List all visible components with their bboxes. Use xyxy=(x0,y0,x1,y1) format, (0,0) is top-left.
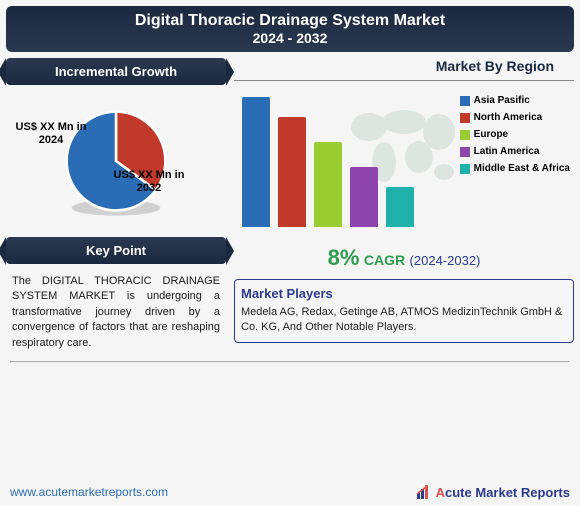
cagr-label: CAGR xyxy=(364,252,405,268)
right-column: Market By Region Asia Pasific North Ameri… xyxy=(234,58,574,355)
footer-divider xyxy=(10,361,570,363)
legend-swatch xyxy=(460,147,470,157)
logo-icon xyxy=(416,484,432,500)
legend-item: Europe xyxy=(460,129,570,140)
logo: Acute Market Reports xyxy=(416,484,570,500)
cagr-value: 8% xyxy=(328,245,360,270)
bar xyxy=(242,97,270,227)
bar xyxy=(314,142,342,227)
legend-swatch xyxy=(460,130,470,140)
legend: Asia Pasific North America Europe Latin Ame… xyxy=(460,95,570,174)
legend-swatch xyxy=(460,113,470,123)
players-title: Market Players xyxy=(241,286,567,301)
legend-label: Asia Pasific xyxy=(474,95,530,106)
incremental-banner: Incremental Growth xyxy=(6,58,226,85)
players-box: Market Players Medela AG, Redax, Getinge… xyxy=(234,279,574,343)
period-subtitle: 2024 - 2032 xyxy=(6,30,574,46)
legend-swatch xyxy=(460,96,470,106)
legend-item: North America xyxy=(460,112,570,123)
keypoint-banner: Key Point xyxy=(6,237,226,264)
bar xyxy=(386,187,414,227)
logo-text-first: A xyxy=(436,485,445,500)
left-column: Incremental Growth US$ XX Mn in 2024US$ … xyxy=(6,58,226,355)
logo-text-rest: cute Market Reports xyxy=(445,485,570,500)
legend-item: Asia Pasific xyxy=(460,95,570,106)
cagr-row: 8% CAGR (2024-2032) xyxy=(234,245,574,271)
legend-label: Latin America xyxy=(474,146,540,157)
legend-label: Europe xyxy=(474,129,508,140)
footer-url: www.acutemarketreports.com xyxy=(10,485,168,499)
cagr-period: (2024-2032) xyxy=(410,253,481,268)
bar xyxy=(278,117,306,227)
footer: www.acutemarketreports.com Acute Market … xyxy=(0,484,580,500)
pie-chart xyxy=(51,96,181,226)
divider xyxy=(234,80,574,81)
bar-chart-area: Asia Pasific North America Europe Latin Ame… xyxy=(234,87,574,237)
players-text: Medela AG, Redax, Getinge AB, ATMOS Medi… xyxy=(241,305,567,336)
pie-slice-label: US$ XX Mn in 2024 xyxy=(6,121,96,147)
legend-item: Middle East & Africa xyxy=(460,163,570,174)
legend-label: Middle East & Africa xyxy=(474,163,570,174)
header: Digital Thoracic Drainage System Market … xyxy=(6,6,574,52)
pie-chart-area: US$ XX Mn in 2024 US$ XX Mn in 2032 xyxy=(6,91,226,231)
legend-item: Latin America xyxy=(460,146,570,157)
keypoint-text: The DIGITAL THORACIC DRAINAGE SYSTEM MAR… xyxy=(6,270,226,355)
legend-swatch xyxy=(460,164,470,174)
bar xyxy=(350,167,378,227)
content-area: Incremental Growth US$ XX Mn in 2024US$ … xyxy=(0,52,580,361)
region-header: Market By Region xyxy=(234,58,574,74)
legend-label: North America xyxy=(474,112,543,123)
pie-slice-label: US$ XX Mn in 2032 xyxy=(104,169,194,195)
page-title: Digital Thoracic Drainage System Market xyxy=(6,12,574,30)
